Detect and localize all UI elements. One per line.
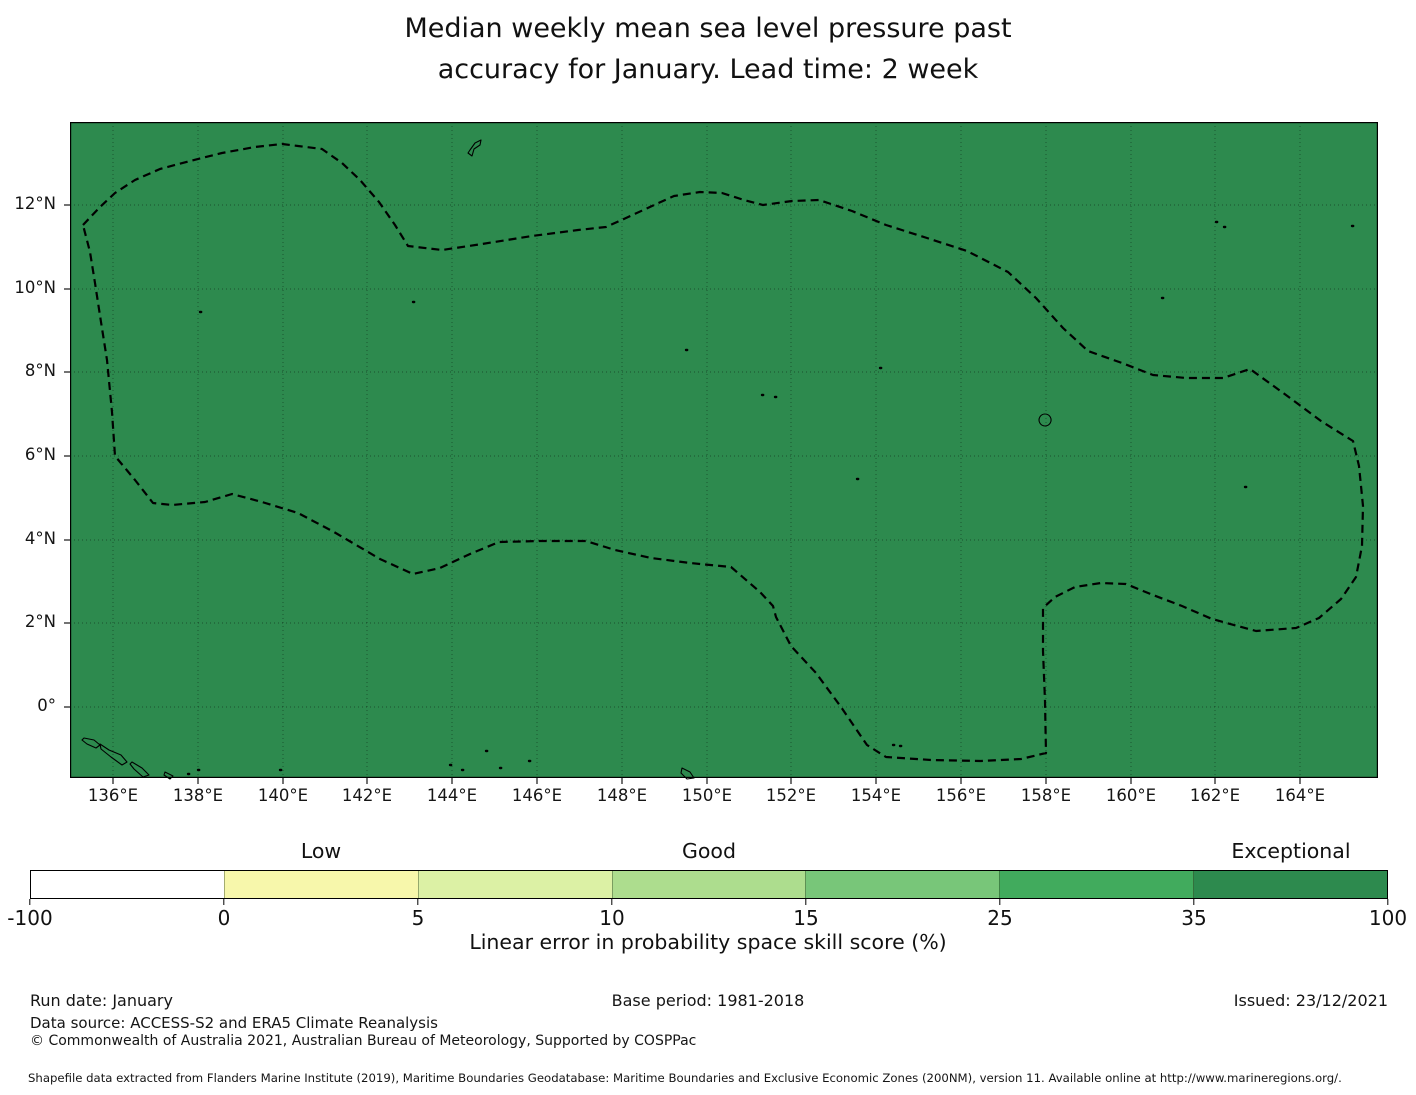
axis-tick-marks (64, 204, 1301, 784)
y-tick-label: 2°N (24, 612, 56, 631)
map-plot-area (64, 122, 1379, 784)
x-tick-label: 154°E (850, 786, 902, 805)
colorbar-segment (999, 871, 1194, 898)
x-tick-label: 162°E (1189, 786, 1241, 805)
colorbar-strip (30, 870, 1388, 899)
colorbar-segment (417, 871, 612, 898)
x-tick-label: 164°E (1274, 786, 1326, 805)
issued-date-text: Issued: 23/12/2021 (1233, 991, 1388, 1010)
colorbar-segment (31, 871, 224, 898)
colorbar-tick (223, 899, 225, 905)
colorbar-segment (805, 871, 1000, 898)
x-tick-label: 140°E (257, 786, 309, 805)
x-tick-label: 150°E (681, 786, 733, 805)
colorbar-tick-label: 5 (411, 906, 425, 930)
x-tick-label: 144°E (426, 786, 478, 805)
colorbar-tick-label: 0 (217, 906, 231, 930)
x-tick-label: 160°E (1105, 786, 1157, 805)
x-axis-tick-labels: 136°E 138°E 140°E 142°E 144°E 146°E 148°… (70, 786, 1378, 810)
island-outlines (81, 139, 1052, 780)
colorbar-tick-label: 15 (793, 906, 819, 930)
colorbar-segment (611, 871, 806, 898)
data-source-text: Data source: ACCESS-S2 and ERA5 Climate … (30, 1014, 438, 1032)
y-tick-label: 6°N (24, 445, 56, 464)
colorbar-tick (1387, 899, 1389, 905)
y-axis-tick-labels: 12°N 10°N 8°N 6°N 4°N 2°N 0° (0, 122, 62, 778)
colorbar-tick (417, 899, 419, 905)
colorbar-tick (611, 899, 613, 905)
colorbar-tick-label: 10 (599, 906, 625, 930)
chart-title: Median weekly mean sea level pressure pa… (0, 8, 1416, 90)
x-tick-label: 142°E (341, 786, 393, 805)
x-tick-label: 158°E (1020, 786, 1072, 805)
run-date-text: Run date: January (30, 991, 173, 1010)
chart-title-line2: accuracy for January. Lead time: 2 week (437, 54, 979, 85)
colorbar-tick (999, 899, 1001, 905)
base-period-text: Base period: 1981-2018 (611, 991, 805, 1010)
colorbar-tick (805, 899, 807, 905)
colorbar-tick-label: -100 (7, 906, 53, 930)
x-tick-label: 138°E (172, 786, 224, 805)
y-tick-label: 8°N (24, 361, 56, 380)
x-tick-label: 152°E (765, 786, 817, 805)
eez-boundary-dashed (81, 142, 1365, 763)
colorbar-segment (1193, 871, 1388, 898)
x-tick-label: 146°E (511, 786, 563, 805)
map-layers (64, 122, 1379, 784)
y-tick-label: 0° (37, 696, 56, 715)
colorbar-segment (223, 871, 418, 898)
colorbar-tick-label: 100 (1368, 906, 1408, 930)
x-tick-label: 136°E (87, 786, 139, 805)
colorbar-tick (29, 899, 31, 905)
y-tick-label: 4°N (24, 529, 56, 548)
gridlines (70, 122, 1378, 778)
copyright-text: © Commonwealth of Australia 2021, Austra… (30, 1033, 697, 1049)
colorbar-tick-label: 25 (987, 906, 1013, 930)
y-tick-label: 12°N (14, 194, 56, 213)
x-tick-label: 156°E (935, 786, 987, 805)
chart-title-line1: Median weekly mean sea level pressure pa… (404, 13, 1012, 44)
colorbar-category-good: Good (682, 839, 736, 863)
plot-frame (70, 122, 1379, 778)
colorbar-axis-label: Linear error in probability space skill … (469, 930, 947, 954)
colorbar-tick (1193, 899, 1195, 905)
shapefile-note-text: Shapefile data extracted from Flanders M… (28, 1071, 1342, 1085)
island-dots (186, 220, 1355, 776)
y-tick-label: 10°N (14, 278, 56, 297)
colorbar: Low Good Exceptional -100 0 5 10 15 25 3… (7, 839, 1407, 930)
colorbar-category-low: Low (300, 839, 342, 863)
colorbar-category-exceptional: Exceptional (1231, 839, 1351, 863)
x-tick-label: 148°E (596, 786, 648, 805)
colorbar-tick-label: 35 (1181, 906, 1207, 930)
